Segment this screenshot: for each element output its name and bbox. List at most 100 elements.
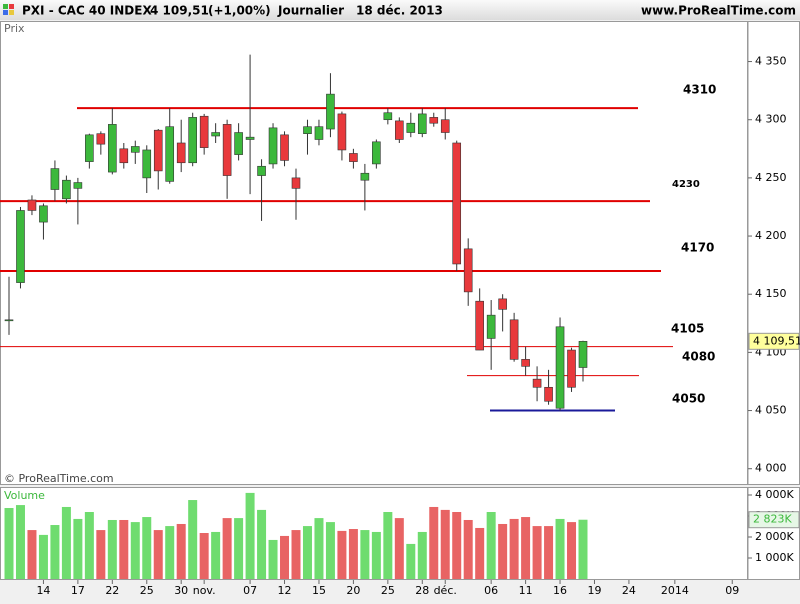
last-price-label: 4 109,51 [753, 334, 800, 347]
candle-body [463, 248, 473, 293]
volume-bar [234, 518, 244, 579]
volume-bar [394, 518, 404, 579]
candle-body [429, 117, 439, 124]
x-tick-label: nov. [193, 584, 216, 597]
x-tick-label: déc. [434, 584, 457, 597]
candle-body [280, 134, 289, 161]
volume-bar [73, 518, 83, 579]
candle-body [96, 133, 106, 145]
candle-body [119, 148, 129, 164]
site: www.ProRealTime.com [641, 4, 796, 18]
x-tick-label: 17 [71, 584, 85, 597]
candle-body [16, 210, 25, 283]
candle-body [440, 119, 450, 133]
volume-bar [27, 530, 37, 579]
last-volume-label: 2 823K [753, 513, 792, 526]
volume-bar [578, 519, 588, 579]
x-tick-label: 16 [553, 584, 567, 597]
candle-body [486, 314, 496, 339]
change: (+1,00%) [208, 4, 271, 18]
volume-bar [463, 519, 473, 579]
y-tick-label: 4 350 [755, 55, 787, 68]
candle-body [222, 124, 232, 176]
candle-body [85, 134, 94, 162]
volume-bar [348, 529, 358, 579]
volume-bar [498, 523, 508, 579]
candle-body [73, 182, 83, 189]
candle-body [498, 298, 507, 310]
candle-body [108, 124, 117, 173]
candle-body [257, 165, 266, 176]
level-label: 4080 [682, 350, 715, 364]
volume-bar [245, 492, 255, 579]
candle-body [4, 319, 14, 322]
y-tick-label: 4 050 [755, 404, 787, 417]
instrument: PXI - CAC 40 INDEX [22, 4, 152, 18]
candle-body [291, 177, 301, 189]
volume-bar [50, 525, 60, 579]
y-tick-label: 4 200 [755, 229, 787, 242]
volume-bar [257, 509, 267, 579]
candle-body [521, 359, 530, 367]
candle-body [303, 126, 312, 134]
date: 18 déc. 2013 [356, 4, 443, 18]
y-tick-label: 2 000K [755, 530, 794, 543]
x-tick-label: 11 [519, 584, 533, 597]
x-tick-label: 19 [587, 584, 601, 597]
x-tick-label: 28 [415, 584, 429, 597]
candle-body [406, 122, 416, 133]
candle-body [50, 168, 60, 190]
candle-body [234, 132, 243, 155]
panel-title: Prix [4, 22, 25, 35]
y-tick-label: 4 150 [755, 287, 787, 300]
candle-body [578, 341, 588, 368]
x-tick-label: 14 [36, 584, 50, 597]
volume-bar [452, 512, 462, 579]
volume-bar [302, 526, 312, 579]
volume-bar [544, 526, 554, 579]
candle-body [326, 93, 335, 130]
volume-bar [360, 530, 370, 579]
level-label: 4170 [681, 241, 714, 255]
x-tick-label: 25 [381, 584, 395, 597]
credit: © ProRealTime.com [4, 472, 114, 485]
last-volume-box [748, 511, 800, 529]
y-tick-label: 4 250 [755, 171, 787, 184]
volume-bar [475, 527, 485, 579]
volume-bar [521, 517, 531, 579]
candle-body [130, 146, 140, 153]
candle-body [268, 127, 278, 165]
x-tick-label: 24 [622, 584, 636, 597]
volume-bar [107, 519, 117, 579]
icon [3, 4, 8, 9]
candle-body [452, 142, 462, 265]
level-label: 4105 [671, 322, 704, 336]
candle-body [188, 117, 197, 164]
volume-bar [567, 522, 577, 579]
level-label: 4050 [672, 392, 705, 406]
volume-bar [314, 518, 324, 579]
candle-body [245, 136, 255, 140]
x-tick-label: 30 [174, 584, 188, 597]
volume-bar [280, 535, 290, 579]
x-tick-label: 2014 [661, 584, 689, 597]
last-price-box [748, 332, 800, 350]
y-tick-label: 4 000K [755, 488, 794, 501]
x-tick-label: 25 [140, 584, 154, 597]
candle-body [211, 132, 220, 137]
volume-bar [268, 539, 278, 579]
candle-body [349, 153, 358, 162]
header-bar [0, 0, 800, 20]
price: 4 109,51 [150, 4, 209, 18]
volume-bar [406, 543, 416, 579]
x-tick-label: 09 [725, 584, 739, 597]
volume-bar [153, 530, 163, 579]
candle-body [532, 378, 542, 388]
candle-body [27, 199, 37, 211]
volume-bar [555, 518, 565, 579]
x-tick-label: 15 [312, 584, 326, 597]
candle-body [383, 112, 393, 121]
candle-body [176, 142, 186, 164]
